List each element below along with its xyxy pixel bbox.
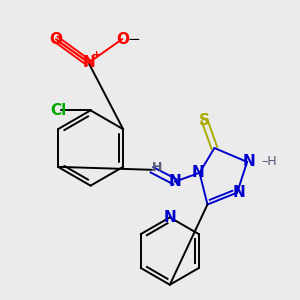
Text: O: O bbox=[50, 32, 62, 46]
Text: N: N bbox=[243, 154, 255, 169]
Text: N: N bbox=[191, 165, 204, 180]
Text: H: H bbox=[152, 161, 162, 174]
Text: +: + bbox=[92, 50, 101, 60]
Text: S: S bbox=[199, 113, 210, 128]
Text: O: O bbox=[116, 32, 129, 46]
Text: Cl: Cl bbox=[51, 103, 67, 118]
Text: −: − bbox=[128, 32, 140, 46]
Text: –H: –H bbox=[261, 155, 277, 168]
Text: N: N bbox=[82, 55, 95, 70]
Text: N: N bbox=[233, 185, 245, 200]
Text: N: N bbox=[168, 174, 181, 189]
Text: N: N bbox=[164, 210, 176, 225]
